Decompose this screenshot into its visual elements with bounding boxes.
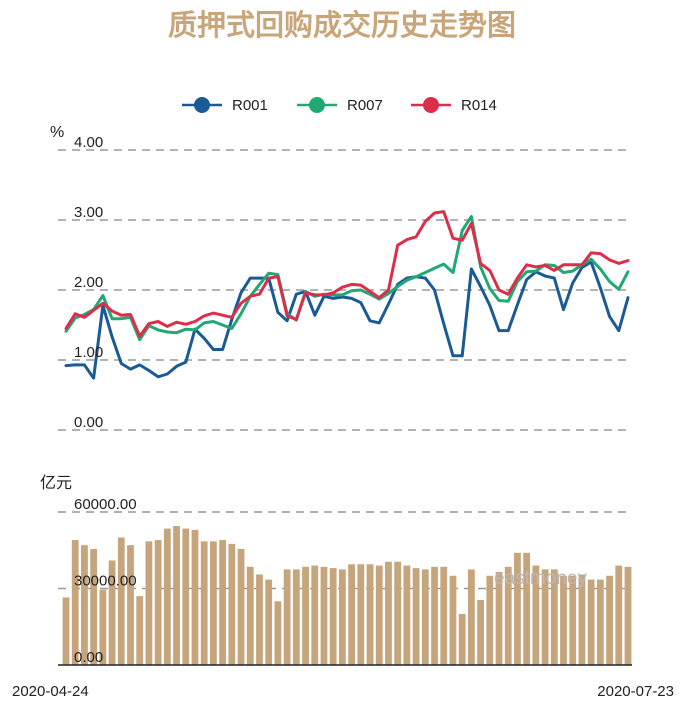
series-line-r001 [64, 260, 630, 380]
volume-bar [458, 614, 466, 665]
volume-bar [200, 541, 208, 665]
volume-bar [320, 566, 328, 665]
volume-bar [292, 569, 300, 665]
volume-bar [615, 565, 623, 665]
legend-marker-r001 [194, 97, 210, 113]
volume-bar [587, 579, 595, 665]
volume-bar [449, 575, 457, 665]
volume-bar [375, 565, 383, 665]
volume-bar [117, 537, 125, 665]
volume-bar [514, 552, 521, 665]
volume-bar [421, 569, 429, 665]
volume-bar [403, 565, 411, 665]
volume-bar [81, 545, 88, 665]
volume-bar [108, 560, 116, 665]
volume-bar [486, 575, 494, 665]
volume-bar [191, 529, 199, 665]
legend-marker-r007 [309, 97, 325, 113]
volume-bar [154, 540, 162, 665]
chart-title: 质押式回购成交历史走势图 [168, 8, 516, 42]
volume-bar [163, 528, 171, 665]
volume-tick-labels: 0.00 30000.00 60000.00 [74, 496, 137, 666]
volume-bar [173, 526, 180, 665]
volume-bar [440, 566, 448, 665]
rate-grid [58, 149, 630, 431]
volume-bar [71, 540, 79, 665]
legend-item-r001[interactable]: R001 [182, 97, 268, 114]
rate-tick-label: 1.00 [74, 344, 103, 361]
volume-tick-label: 30000.00 [74, 573, 137, 590]
volume-tick-label: 60000.00 [74, 496, 137, 513]
x-end-date: 2020-07-23 [597, 683, 674, 700]
x-start-date: 2020-04-24 [12, 683, 89, 700]
volume-bar [541, 569, 549, 665]
watermark: eastmoney [494, 568, 587, 589]
rate-tick-label: 3.00 [74, 204, 103, 221]
volume-bar [578, 574, 586, 665]
rate-tick-labels: 0.00 1.00 2.00 3.00 4.00 [74, 134, 103, 431]
volume-bar [560, 575, 567, 665]
volume-bar [366, 564, 374, 665]
volume-bar [385, 561, 392, 665]
volume-bar [532, 565, 540, 665]
legend-item-r007[interactable]: R007 [297, 97, 383, 114]
series-line-r007 [64, 215, 630, 342]
volume-bars [62, 526, 632, 665]
volume-bar [394, 561, 402, 665]
volume-bar [256, 574, 263, 665]
volume-bar [228, 543, 236, 665]
volume-bar [431, 566, 438, 665]
volume-bar [127, 545, 134, 665]
legend-item-r014[interactable]: R014 [411, 97, 497, 114]
volume-bar [329, 568, 337, 665]
volume-bar [348, 564, 356, 665]
series-line-r014 [64, 210, 630, 338]
volume-bar [90, 548, 98, 665]
volume-bar [523, 552, 531, 665]
volume-bar [219, 540, 227, 665]
legend-label-r007: R007 [347, 97, 383, 114]
volume-bar [606, 575, 613, 665]
volume-bar [182, 528, 190, 665]
rate-tick-label: 2.00 [74, 274, 103, 291]
rate-tick-label: 0.00 [74, 414, 103, 431]
volume-bar [550, 569, 558, 665]
legend: R001 R007 R014 [182, 97, 497, 114]
volume-bar [569, 575, 577, 665]
volume-bar [302, 566, 309, 665]
volume-bar [596, 579, 604, 665]
rate-lines [64, 210, 630, 380]
volume-bar [495, 571, 503, 665]
volume-bar [210, 541, 217, 665]
volume-bar [338, 569, 346, 665]
volume-bar [246, 566, 254, 665]
volume-bar [357, 564, 365, 665]
volume-unit-label: 亿元 [40, 474, 72, 492]
volume-bar [136, 596, 144, 665]
volume-bar [412, 568, 420, 665]
volume-bar [504, 566, 512, 665]
volume-bar [237, 548, 245, 665]
rate-tick-label: 4.00 [74, 134, 103, 151]
legend-label-r001: R001 [232, 97, 268, 114]
volume-bar [624, 566, 632, 665]
volume-bar [99, 589, 107, 665]
volume-tick-label: 0.00 [74, 649, 103, 666]
volume-bar [145, 541, 153, 665]
volume-bar [62, 597, 70, 665]
volume-bar [265, 579, 273, 665]
volume-bar [274, 601, 282, 665]
volume-bar [311, 565, 319, 665]
volume-bar [467, 569, 475, 665]
volume-bar [283, 569, 291, 665]
rate-unit-label: % [50, 124, 64, 141]
volume-bar [477, 599, 484, 665]
legend-label-r014: R014 [461, 97, 497, 114]
legend-marker-r014 [423, 97, 439, 113]
